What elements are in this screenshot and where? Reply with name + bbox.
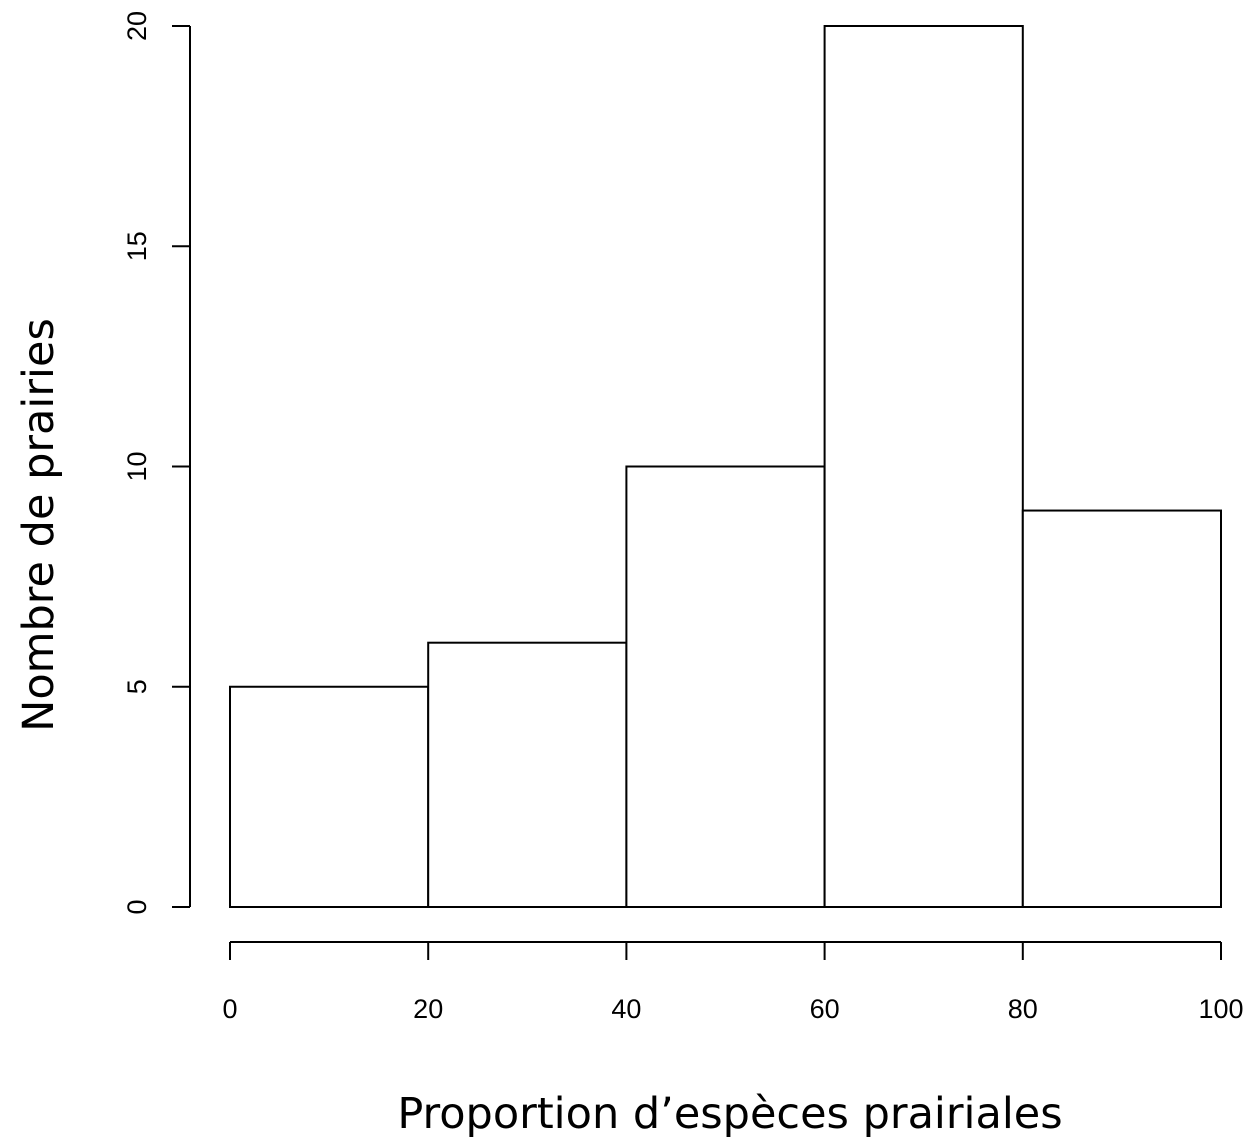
x-tick-label: 40 <box>611 994 641 1024</box>
histogram-bar-2 <box>625 465 826 908</box>
x-tick-label: 60 <box>810 994 840 1024</box>
y-tick-label: 15 <box>122 231 152 261</box>
bars-group <box>229 25 1222 908</box>
x-axis: 0 20 40 60 80 100 <box>222 941 1244 1024</box>
x-tick-label: 0 <box>222 994 237 1024</box>
y-tick-label: 10 <box>122 451 152 481</box>
histogram-bar-1 <box>427 641 628 908</box>
histogram-bar-3 <box>823 25 1024 908</box>
y-tick-label: 20 <box>122 11 152 41</box>
x-tick-label: 20 <box>413 994 443 1024</box>
x-axis-title: Proportion d’espèces prairiales <box>397 1089 1062 1139</box>
x-tick-label: 100 <box>1198 994 1243 1024</box>
x-tick-label: 80 <box>1008 994 1038 1024</box>
histogram-bar-4 <box>1021 509 1222 908</box>
y-tick-label: 0 <box>122 899 152 914</box>
y-axis-title: Nombre de prairies <box>14 318 64 732</box>
histogram-bar-0 <box>229 685 430 908</box>
y-tick-label: 5 <box>122 679 152 694</box>
y-axis: 0 5 10 15 20 <box>122 11 191 915</box>
